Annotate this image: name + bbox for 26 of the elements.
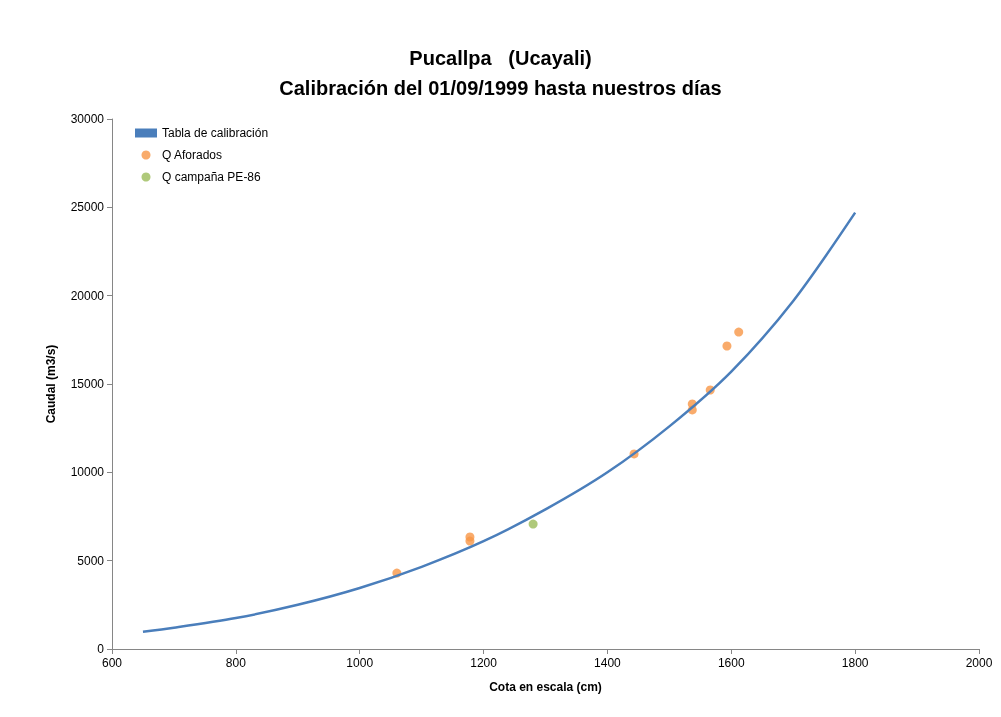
- point: [722, 341, 732, 351]
- x-tick-label: 1600: [717, 656, 745, 670]
- point: [528, 519, 538, 529]
- point: [734, 327, 744, 337]
- y-tick-label: 5000: [77, 553, 105, 568]
- legend-label: Q campaña PE-86: [162, 170, 262, 184]
- x-tick-label: 600: [101, 656, 123, 670]
- legend-label: Tabla de calibración: [162, 126, 269, 140]
- y-tick-label: 25000: [70, 200, 105, 215]
- x-tick-label: 1000: [346, 656, 374, 670]
- x-tick-label: 1200: [470, 656, 498, 670]
- line-series: [141, 211, 857, 633]
- chart-title: Pucallpa (Ucayali) Calibración del 01/09/1999 hasta nuestros días: [279, 47, 722, 99]
- x-tick-label: 1400: [594, 656, 622, 670]
- y-tick-label: 0: [97, 642, 105, 656]
- x-tick-label: 1800: [841, 656, 869, 670]
- legend-label: Q Aforados: [162, 148, 223, 162]
- x-tick-label: 2000: [965, 656, 993, 670]
- x-tick-label: 800: [225, 656, 247, 670]
- y-tick-label: 20000: [70, 288, 105, 303]
- point: [465, 536, 475, 546]
- y-tick-label: 30000: [70, 112, 105, 126]
- y-axis-title: Caudal (m3/s): [44, 344, 58, 424]
- x-axis-title: Cota en escala (cm): [489, 680, 602, 694]
- y-tick-label: 10000: [70, 465, 105, 480]
- y-tick-label: 15000: [70, 377, 105, 391]
